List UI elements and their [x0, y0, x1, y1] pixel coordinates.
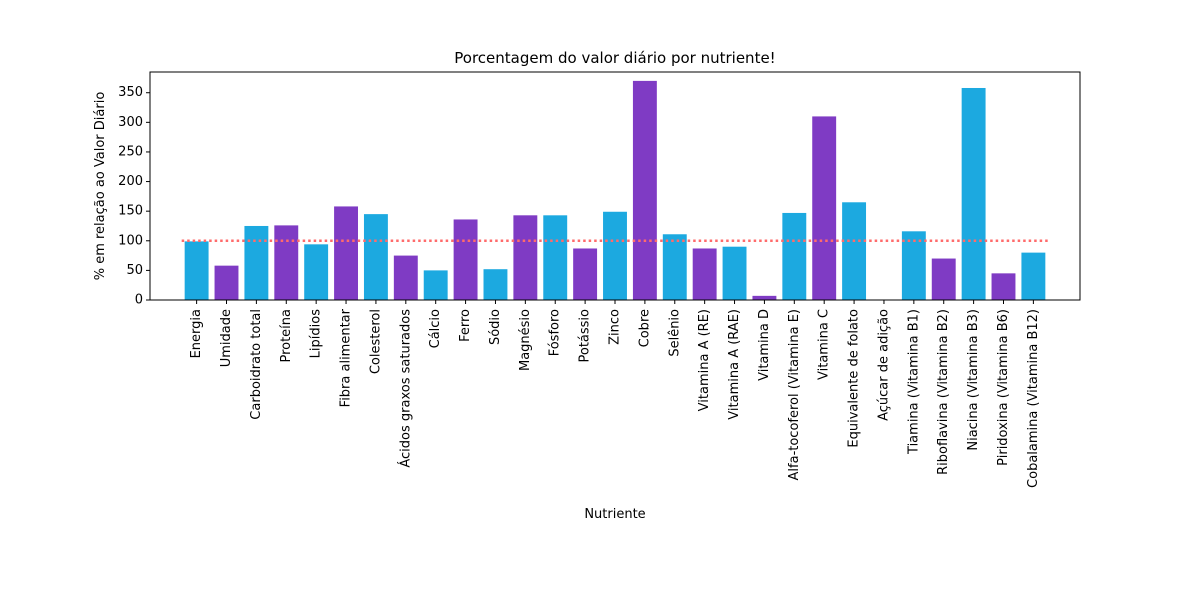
x-tick-label: Selênio: [667, 309, 682, 357]
bar-14: [603, 211, 627, 300]
bar-1: [214, 265, 239, 300]
x-tick-label: Proteína: [279, 309, 294, 363]
x-tick-label: Cálcio: [428, 309, 443, 348]
y-axis: 0 50 100 150 200 250 300 350: [118, 85, 150, 308]
bar-2: [244, 225, 269, 300]
x-tick-label: Tiamina (Vitamina B1): [906, 309, 921, 455]
x-tick-label: Fibra alimentar: [339, 308, 354, 407]
bars-group: [184, 80, 1046, 300]
x-tick-label: Carboidrato total: [249, 309, 264, 420]
bar-16: [662, 234, 687, 300]
x-tick-label: Cobalamina (Vitamina B12): [1026, 309, 1041, 488]
bar-25: [931, 258, 956, 300]
bar-27: [991, 273, 1016, 300]
bar-28: [1021, 252, 1046, 300]
x-tick-label: Ácidos graxos saturados: [397, 309, 413, 468]
x-tick-label: Piridoxina (Vitamina B6): [996, 309, 1011, 466]
x-tick-label: Cobre: [637, 309, 652, 347]
chart-title: Porcentagem do valor diário por nutrient…: [454, 49, 775, 67]
bar-24: [901, 231, 926, 300]
x-tick-label: Energia: [189, 309, 204, 358]
x-tick-label: Equivalente de folato: [847, 309, 862, 448]
bar-20: [782, 212, 807, 300]
bar-7: [393, 255, 418, 300]
bar-26: [961, 87, 986, 300]
bar-11: [513, 215, 538, 300]
x-tick-label: Magnésio: [518, 309, 533, 371]
bar-12: [543, 215, 568, 300]
y-tick-label: 50: [126, 263, 143, 278]
x-tick-label: Vitamina A (RE): [697, 309, 712, 411]
bar-10: [483, 269, 508, 300]
bar-3: [274, 225, 299, 300]
x-tick-label: Vitamina C: [817, 309, 832, 380]
bar-19: [752, 295, 777, 300]
y-tick-label: 300: [118, 115, 143, 130]
x-tick-label: Riboflavina (Vitamina B2): [936, 309, 951, 475]
y-tick-label: 150: [118, 204, 143, 219]
y-tick-label: 200: [118, 174, 143, 189]
bar-4: [304, 244, 329, 300]
bar-15: [632, 80, 657, 300]
x-axis: Energia Umidade Carboidrato total Proteína L…: [189, 300, 1041, 488]
x-tick-label: Niacina (Vitamina B3): [966, 309, 981, 451]
x-tick-label: Zinco: [608, 309, 623, 345]
x-tick-label: Açúcar de adição: [876, 309, 891, 421]
y-tick-label: 350: [118, 85, 143, 100]
x-tick-label: Umidade: [219, 309, 234, 367]
bar-18: [722, 246, 747, 300]
y-tick-label: 250: [118, 144, 143, 159]
y-tick-label: 100: [118, 233, 143, 248]
bar-8: [423, 270, 448, 300]
x-tick-label: Ferro: [458, 309, 473, 342]
bar-6: [363, 214, 388, 300]
bar-13: [573, 248, 598, 300]
x-tick-label: Vitamina A (RAE): [727, 309, 742, 420]
x-tick-label: Potássio: [578, 309, 593, 363]
x-tick-label: Colesterol: [368, 309, 383, 374]
bar-21: [812, 116, 837, 300]
x-tick-label: Fósforo: [548, 309, 563, 356]
bar-17: [692, 248, 717, 300]
x-tick-label: Alfa-tocoferol (Vitamina E): [787, 309, 802, 480]
x-tick-label: Vitamina D: [757, 309, 772, 381]
x-axis-title: Nutriente: [584, 507, 645, 522]
bar-22: [842, 202, 867, 300]
x-tick-label: Lipídios: [309, 309, 324, 359]
y-axis-title: % em relação ao Valor Diário: [93, 92, 108, 281]
bar-0: [184, 241, 209, 300]
bar-9: [453, 219, 478, 300]
x-tick-label: Sódio: [488, 309, 503, 345]
y-tick-label: 0: [135, 293, 143, 308]
bar-5: [334, 206, 358, 300]
